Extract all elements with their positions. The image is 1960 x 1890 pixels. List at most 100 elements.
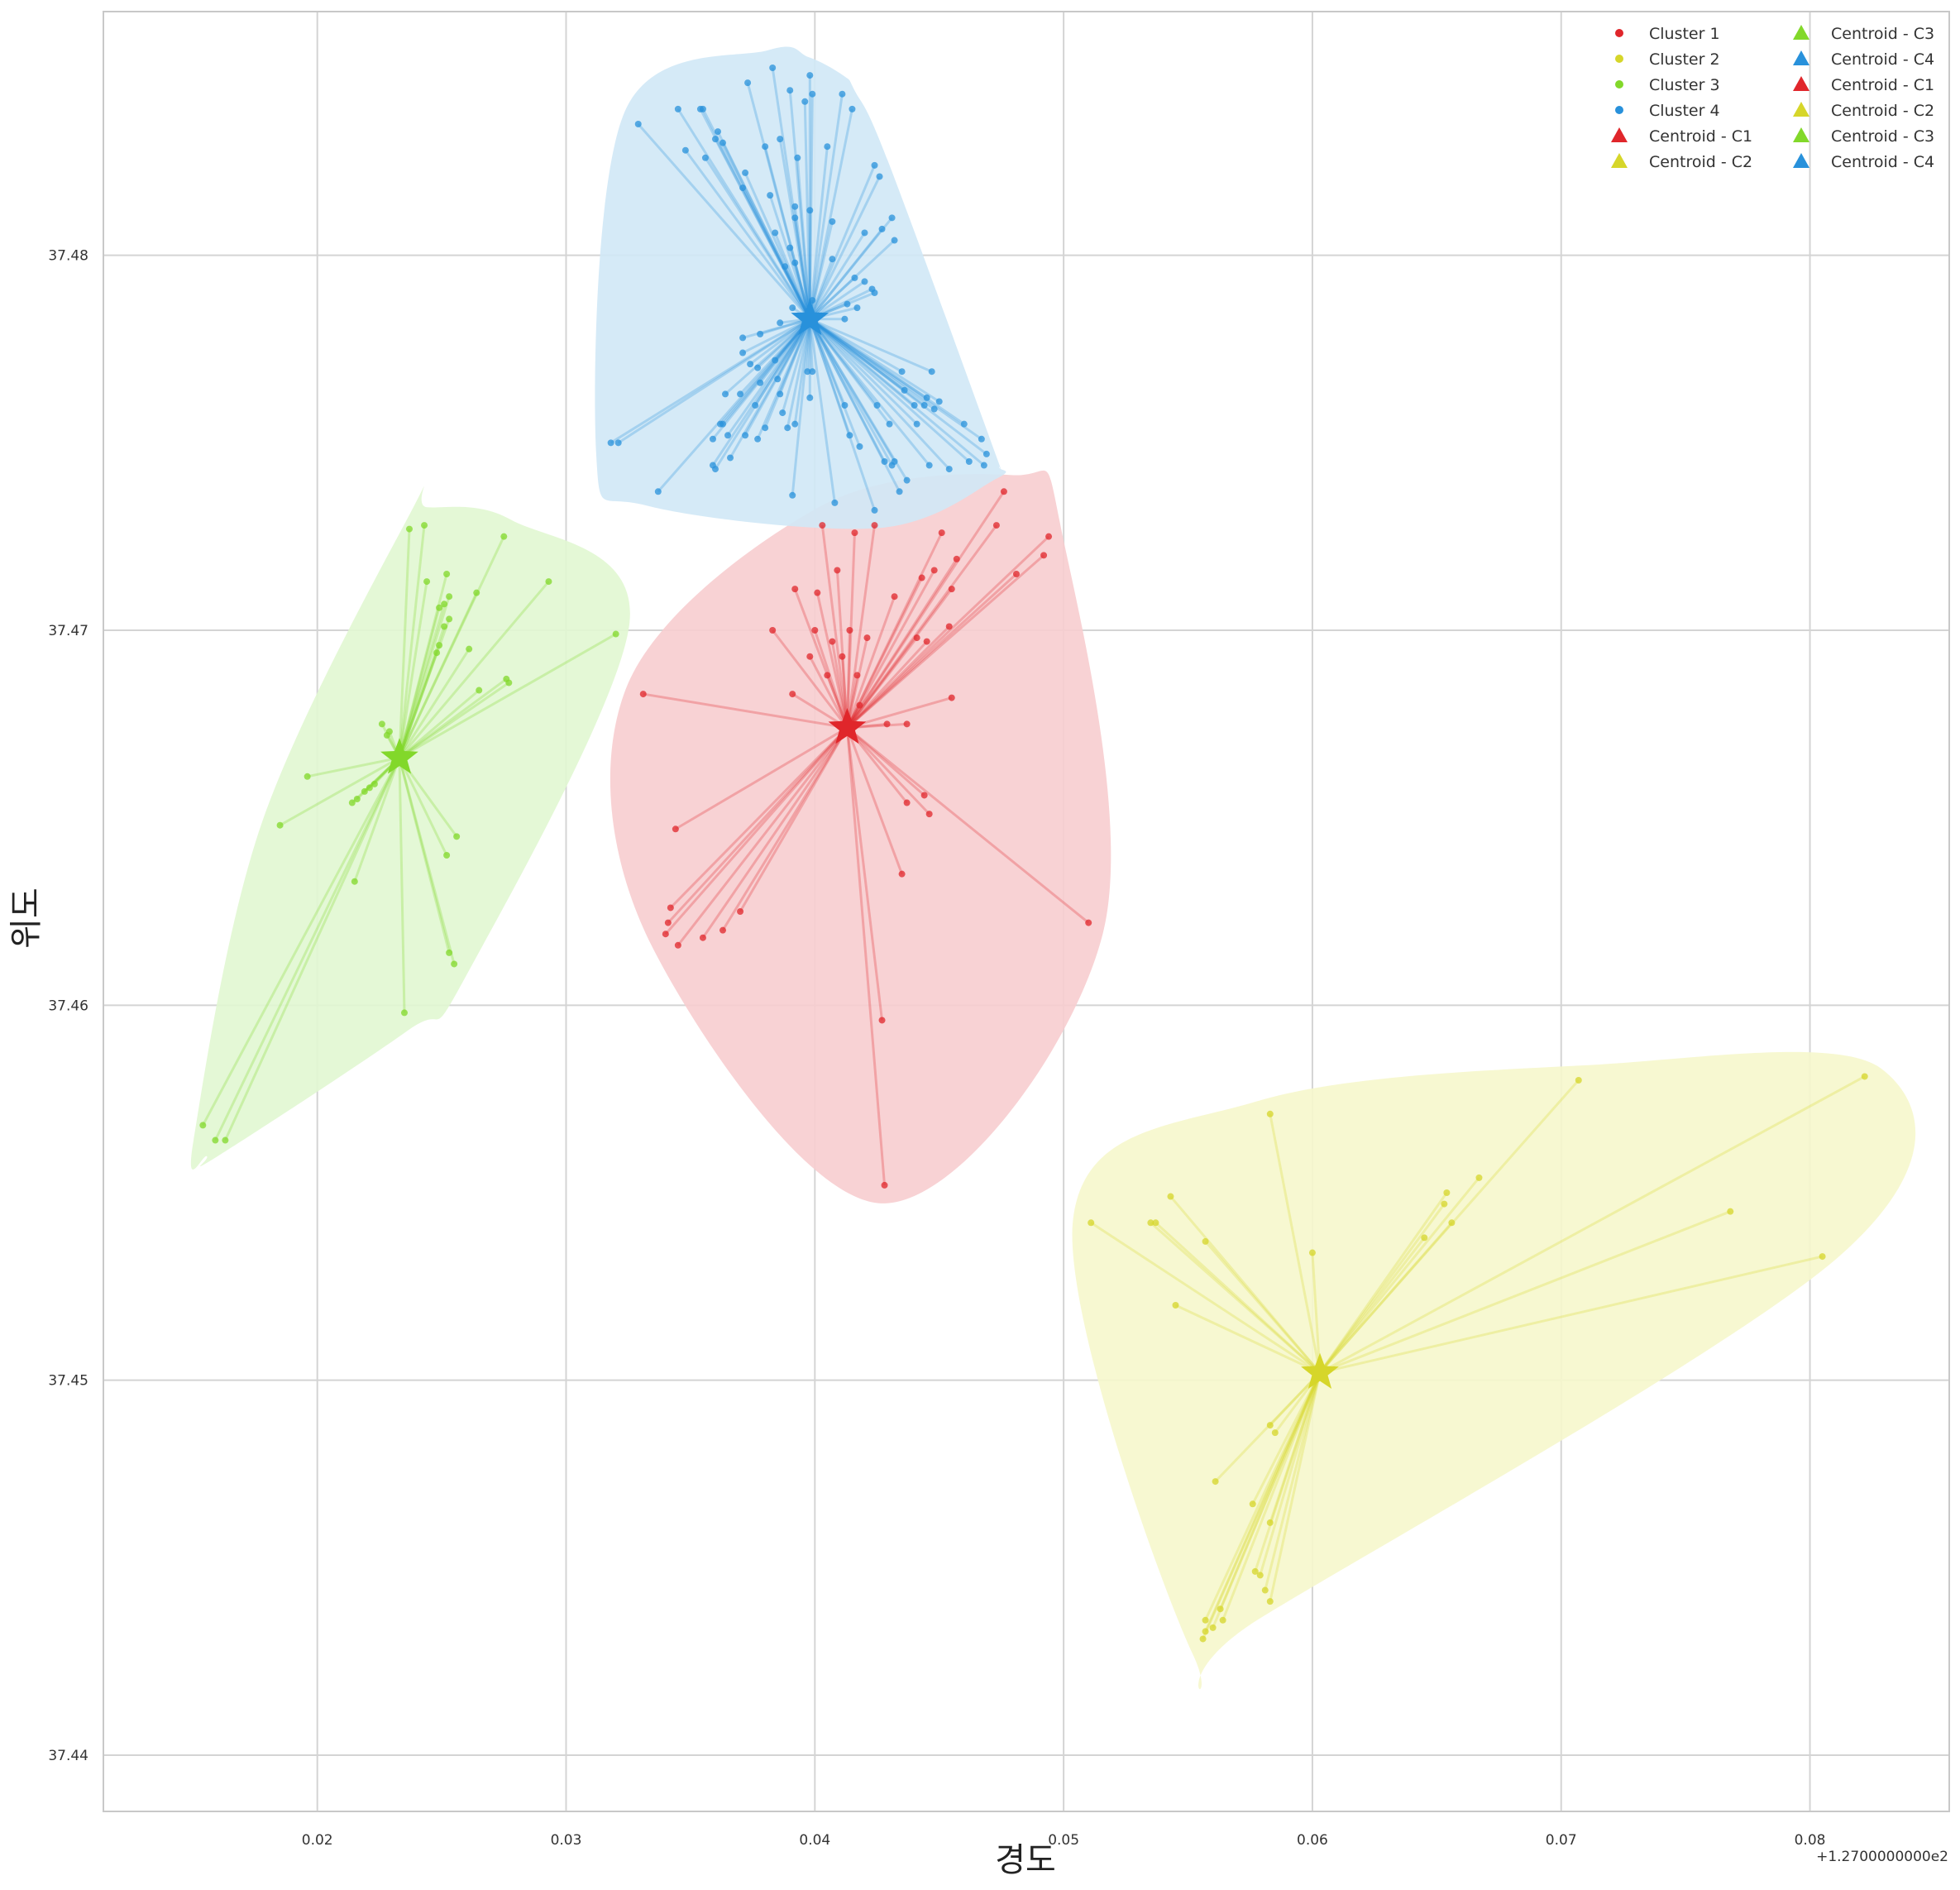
cluster-point [276,821,284,829]
centroid-link [788,247,811,320]
legend-marker-circle [1615,55,1623,63]
cluster-point [871,506,878,514]
cluster-point [1443,1189,1451,1196]
centroid-link [846,596,896,729]
cluster-point [361,787,368,795]
cluster-point [727,454,734,462]
centroid-link [846,535,1050,729]
centroid-link [739,318,811,395]
y-tick-label: 37.46 [48,998,88,1014]
centroid-link [684,149,811,320]
cluster-point [809,368,816,376]
cluster-point [1251,1567,1259,1575]
cluster-point [762,424,769,432]
cluster-point [737,908,744,915]
centroid-link [793,318,811,424]
cluster-point [1266,1110,1274,1117]
x-axis-title: 경도 [995,1841,1056,1879]
centroid-link [778,138,811,319]
cluster-hull-1 [610,470,1111,1203]
centroid-link [759,318,810,336]
centroid-link [846,532,944,729]
cluster-point [446,615,453,623]
centroid-link [846,569,936,729]
centroid-link [809,318,908,481]
cluster-point [754,435,762,443]
cluster-point [1202,1628,1209,1635]
centroid-link [214,757,401,1141]
legend-label: Centroid - C2 [1831,102,1934,120]
cluster-point [370,780,378,787]
cluster-point [871,289,878,296]
cluster-point [500,533,508,540]
cluster-point [304,773,311,780]
cluster-point [739,334,747,342]
legend-label: Cluster 1 [1649,25,1720,43]
centroid-link [809,318,935,410]
cluster-point [762,143,769,151]
centroid-link [808,318,886,462]
centroid-link [224,757,401,1141]
cluster-point [923,394,930,401]
centroid-link [726,318,811,437]
cluster-point [757,330,764,337]
cluster-point [348,799,356,806]
cluster-point [701,154,709,161]
centroid-link [675,726,849,830]
centroid-link [676,726,849,946]
centroid-link [399,682,510,759]
cluster-point [714,128,721,136]
centroid-link [809,318,987,456]
cluster-point [824,672,831,679]
cluster-point [634,121,642,127]
cluster-point [861,229,868,237]
centroid-link [808,146,829,319]
cluster-point [742,169,749,176]
cluster-point [722,390,729,398]
cluster-point [913,634,920,642]
cluster-point [839,653,846,660]
cluster-point [913,420,920,428]
cluster-point [863,634,871,642]
cluster-point [901,386,908,394]
centroid-link [676,108,811,320]
centroid-link [809,217,893,320]
cluster-point [920,402,928,409]
cluster-point [791,586,799,593]
centroid-markers [380,299,1339,1389]
cluster-point [451,960,458,968]
legend-marker-triangle [1793,76,1809,91]
centroid-link [808,318,814,372]
plot-frame [103,11,1950,1812]
centroid-link [398,757,448,856]
cluster-point [614,439,622,447]
cluster-point [814,589,821,596]
centroid-link [846,625,950,729]
centroid-link [398,536,505,758]
x-tick-label: 0.02 [302,1832,333,1849]
cluster-point [433,649,441,657]
cluster-point [1000,488,1007,495]
cluster-point [844,300,851,308]
centroid-link [1204,1371,1322,1633]
centroid-link [763,146,811,320]
cluster-point [674,941,681,949]
centroid-link [778,318,811,395]
centroid-link [808,656,849,729]
x-tick-label: 0.08 [1795,1832,1826,1849]
cluster-point [719,139,727,146]
centroid-link [793,588,849,729]
cluster-point [878,225,886,232]
centroid-link [846,637,918,729]
x-tick-label: 0.07 [1546,1832,1577,1849]
cluster-point [824,143,831,151]
legend-label: Centroid - C3 [1831,127,1934,146]
cluster-point [930,567,938,574]
cluster-point [1209,1624,1217,1631]
cluster-point [777,136,784,143]
cluster-point [1172,1302,1179,1309]
centroid-link [667,726,849,924]
cluster-point [789,691,796,698]
centroid-link [830,641,849,729]
cluster-point [853,672,861,679]
